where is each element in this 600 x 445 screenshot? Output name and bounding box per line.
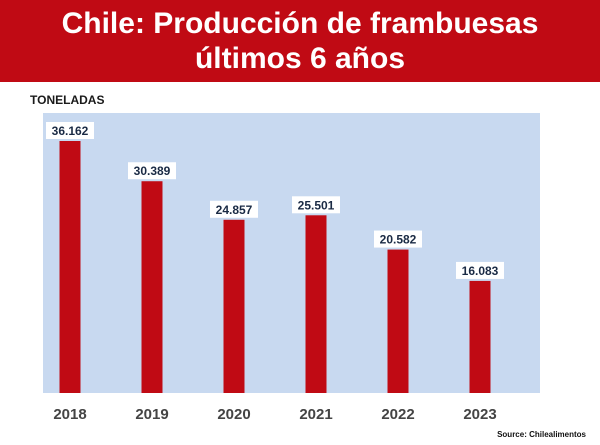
x-tick-2018: 2018 — [53, 406, 86, 423]
plot-background — [43, 113, 540, 393]
title-banner: Chile: Producción de frambuesas últimos … — [0, 0, 600, 82]
bar-2018 — [59, 141, 81, 393]
data-label-2021: 25.501 — [298, 198, 335, 212]
title-line-2: últimos 6 años — [194, 42, 406, 75]
data-label-box-2020 — [210, 200, 258, 218]
data-label-box-2021 — [292, 196, 340, 214]
data-label-box-2019 — [128, 162, 176, 180]
x-tick-2020: 2020 — [217, 406, 250, 423]
x-tick-2022: 2022 — [381, 406, 414, 423]
x-tick-2019: 2019 — [135, 406, 168, 423]
x-tick-2021: 2021 — [299, 406, 332, 423]
data-label-2019: 30.389 — [134, 164, 171, 178]
title-line-1: Chile: Producción de frambuesas — [61, 7, 539, 40]
data-label-box-2023 — [456, 261, 504, 279]
bar-2019 — [141, 181, 163, 393]
data-label-2020: 24.857 — [216, 203, 253, 217]
data-label-2023: 16.083 — [462, 264, 499, 278]
bar-2022 — [387, 249, 409, 393]
source-note: Source: Chilealimentos — [497, 430, 586, 439]
data-label-2022: 20.582 — [380, 233, 417, 247]
y-axis-label: TONELADAS — [30, 93, 105, 107]
x-tick-2023: 2023 — [463, 406, 496, 423]
data-label-box-2018 — [46, 122, 94, 139]
data-label-box-2022 — [374, 230, 422, 248]
bar-2020 — [223, 219, 245, 393]
data-label-2018: 36.162 — [52, 124, 89, 138]
bar-2021 — [305, 215, 327, 393]
bar-2023 — [469, 280, 491, 393]
